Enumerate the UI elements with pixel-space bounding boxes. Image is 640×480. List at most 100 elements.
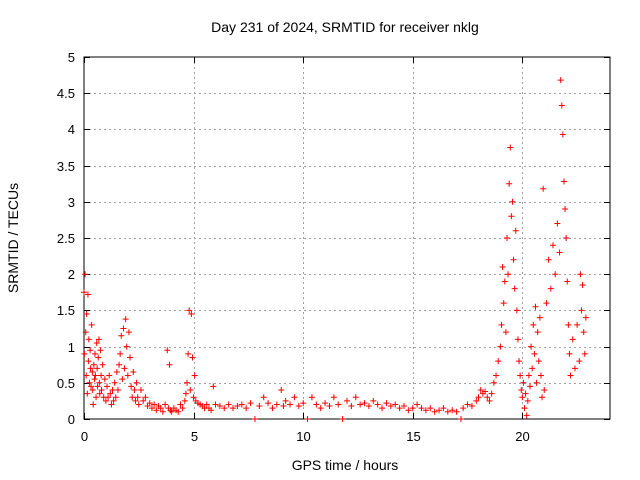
data-point	[536, 314, 543, 321]
data-point	[317, 405, 324, 412]
data-point	[82, 329, 89, 336]
data-point	[468, 402, 475, 409]
data-point	[282, 397, 289, 404]
data-point	[374, 401, 381, 408]
data-point	[464, 401, 471, 408]
data-point	[579, 282, 586, 289]
data-series-srmtid	[81, 77, 589, 422]
data-point	[87, 365, 94, 372]
data-point	[116, 361, 123, 368]
data-point	[490, 379, 497, 386]
data-point	[133, 379, 140, 386]
data-point	[505, 271, 512, 278]
data-point	[513, 307, 520, 314]
data-point	[565, 321, 572, 328]
data-point	[191, 372, 198, 379]
data-point	[506, 180, 513, 187]
data-point	[396, 405, 403, 412]
data-point	[167, 407, 174, 414]
data-point	[189, 354, 196, 361]
data-point	[578, 307, 585, 314]
data-point	[121, 365, 128, 372]
data-point	[559, 131, 566, 138]
data-point	[418, 405, 425, 412]
data-point	[304, 416, 311, 422]
data-point	[187, 387, 194, 394]
data-point	[105, 394, 112, 401]
data-point	[313, 401, 320, 408]
data-point	[91, 350, 98, 357]
data-point	[547, 285, 554, 292]
data-point	[140, 397, 147, 404]
data-point	[477, 387, 484, 394]
y-tick-label: 1.5	[57, 303, 75, 318]
data-point	[95, 354, 102, 361]
data-point	[99, 361, 106, 368]
data-point	[357, 401, 364, 408]
data-point	[422, 407, 429, 414]
data-point	[539, 394, 546, 401]
data-point	[111, 379, 118, 386]
data-point	[514, 336, 521, 343]
chart-title: Day 231 of 2024, SRMTID for receiver nkl…	[211, 19, 479, 35]
data-point	[576, 358, 583, 365]
data-point	[203, 401, 210, 408]
data-point	[495, 358, 502, 365]
data-point	[221, 405, 228, 412]
data-point	[387, 402, 394, 409]
data-point	[562, 206, 569, 213]
data-point	[540, 185, 547, 192]
data-point	[114, 387, 121, 394]
data-point	[300, 400, 307, 407]
x-tick-label: 10	[296, 429, 310, 444]
data-point	[370, 397, 377, 404]
data-point	[188, 311, 195, 318]
data-point	[181, 397, 188, 404]
data-point	[444, 408, 451, 415]
data-point	[486, 397, 493, 404]
data-point	[107, 390, 114, 397]
data-point	[501, 278, 508, 285]
data-point	[131, 387, 138, 394]
data-point	[238, 401, 245, 408]
data-point	[101, 376, 108, 383]
data-point	[560, 178, 567, 185]
y-tick-label: 4	[68, 122, 75, 137]
data-point	[148, 405, 155, 412]
data-point	[392, 401, 399, 408]
data-point	[159, 408, 166, 415]
grid	[84, 57, 610, 419]
data-point	[436, 407, 443, 414]
data-point	[532, 303, 539, 310]
data-point	[365, 402, 372, 409]
y-axis-title: SRMTID / TECUs	[5, 183, 21, 293]
axis-ticks: 0 0.5 1 1.5 2 2.5 3 3.5 4 4.5 5 0 5 10 15 20	[57, 50, 610, 444]
data-point	[83, 311, 90, 318]
data-point	[90, 361, 97, 368]
data-point	[520, 379, 527, 386]
data-point	[522, 390, 529, 397]
data-point	[84, 291, 91, 298]
data-point	[552, 271, 559, 278]
data-point	[457, 416, 464, 422]
data-point	[88, 321, 95, 328]
data-point	[379, 405, 386, 412]
data-point	[361, 400, 368, 407]
data-point	[453, 408, 460, 415]
data-point	[85, 358, 92, 365]
data-point	[519, 394, 526, 401]
data-point	[339, 416, 346, 422]
data-point	[569, 336, 576, 343]
data-point	[265, 400, 272, 407]
data-point	[503, 235, 510, 241]
data-point	[524, 397, 531, 404]
data-point	[335, 401, 342, 408]
data-point	[225, 401, 232, 408]
data-point	[269, 405, 276, 412]
data-point	[348, 402, 355, 409]
data-point	[125, 329, 132, 336]
data-point	[564, 278, 571, 285]
x-tick-label: 5	[191, 429, 198, 444]
data-point	[502, 329, 509, 336]
